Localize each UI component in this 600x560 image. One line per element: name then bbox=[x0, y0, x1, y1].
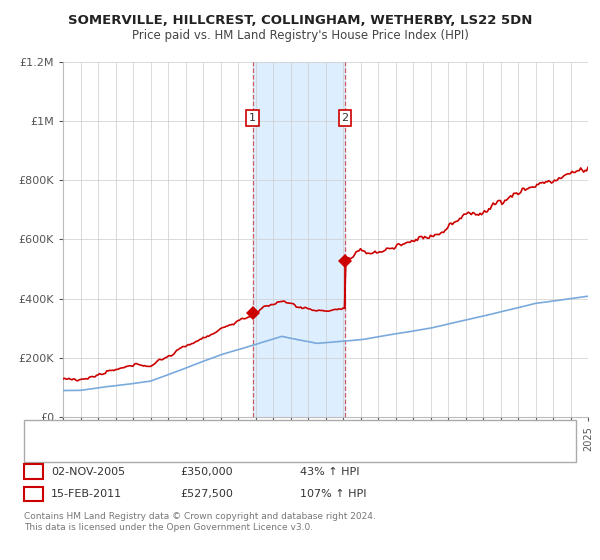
Text: 1: 1 bbox=[30, 466, 37, 477]
Text: Contains HM Land Registry data © Crown copyright and database right 2024.
This d: Contains HM Land Registry data © Crown c… bbox=[24, 512, 376, 532]
Bar bbox=[253, 62, 345, 417]
Text: 15-FEB-2011: 15-FEB-2011 bbox=[51, 489, 122, 499]
Text: 107% ↑ HPI: 107% ↑ HPI bbox=[300, 489, 367, 499]
Text: 02-NOV-2005: 02-NOV-2005 bbox=[51, 466, 125, 477]
Text: SOMERVILLE, HILLCREST, COLLINGHAM, WETHERBY, LS22 5DN: SOMERVILLE, HILLCREST, COLLINGHAM, WETHE… bbox=[68, 14, 532, 27]
Text: 43% ↑ HPI: 43% ↑ HPI bbox=[300, 466, 359, 477]
Text: 2: 2 bbox=[341, 113, 349, 123]
Text: 2: 2 bbox=[30, 489, 37, 499]
Text: £527,500: £527,500 bbox=[180, 489, 233, 499]
Text: SOMERVILLE, HILLCREST, COLLINGHAM, WETHERBY, LS22 5DN (detached house): SOMERVILLE, HILLCREST, COLLINGHAM, WETHE… bbox=[69, 427, 490, 437]
Text: HPI: Average price, detached house, Leeds: HPI: Average price, detached house, Leed… bbox=[69, 445, 292, 455]
Text: £350,000: £350,000 bbox=[180, 466, 233, 477]
Text: Price paid vs. HM Land Registry's House Price Index (HPI): Price paid vs. HM Land Registry's House … bbox=[131, 29, 469, 42]
Text: 1: 1 bbox=[249, 113, 256, 123]
